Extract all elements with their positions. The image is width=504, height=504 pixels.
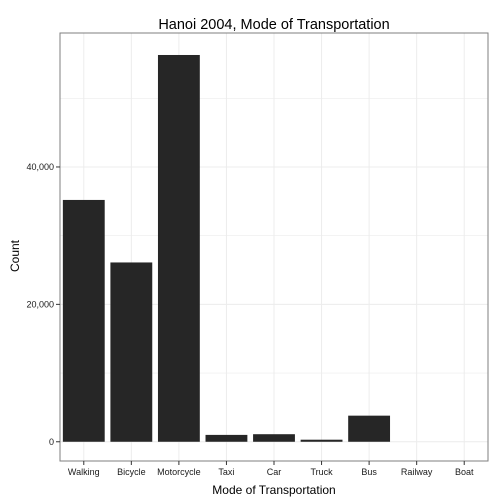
x-tick-label-truck: Truck	[310, 467, 333, 477]
x-tick-label-bus: Bus	[361, 467, 377, 477]
x-tick-label-boat: Boat	[455, 467, 474, 477]
x-tick-label-taxi: Taxi	[218, 467, 234, 477]
bars	[62, 54, 391, 442]
x-tick-label-railway: Railway	[401, 467, 433, 477]
y-tick-label: 40,000	[26, 162, 54, 172]
y-tick-label: 20,000	[26, 299, 54, 309]
bar-bicycle	[110, 262, 153, 442]
bar-walking	[62, 199, 105, 442]
x-tick-label-walking: Walking	[68, 467, 100, 477]
x-tick-label-motorcycle: Motorcycle	[157, 467, 201, 477]
x-tick-label-car: Car	[267, 467, 282, 477]
bar-bus	[348, 415, 391, 442]
y-axis: 0 20,000 40,000	[26, 162, 60, 447]
x-axis: Walking Bicycle Motorcycle Taxi Car Truck Bus R…	[68, 461, 474, 477]
y-axis-label: Count	[8, 239, 22, 272]
chart-title: Hanoi 2004, Mode of Transportation	[158, 17, 389, 33]
y-tick-label: 0	[49, 437, 54, 447]
bar-motorcycle	[157, 54, 200, 442]
bar-taxi	[205, 434, 248, 442]
x-axis-label: Mode of Transportation	[212, 483, 335, 497]
bar-car	[253, 434, 295, 442]
x-tick-label-bicycle: Bicycle	[117, 467, 146, 477]
bar-truck	[300, 439, 343, 442]
